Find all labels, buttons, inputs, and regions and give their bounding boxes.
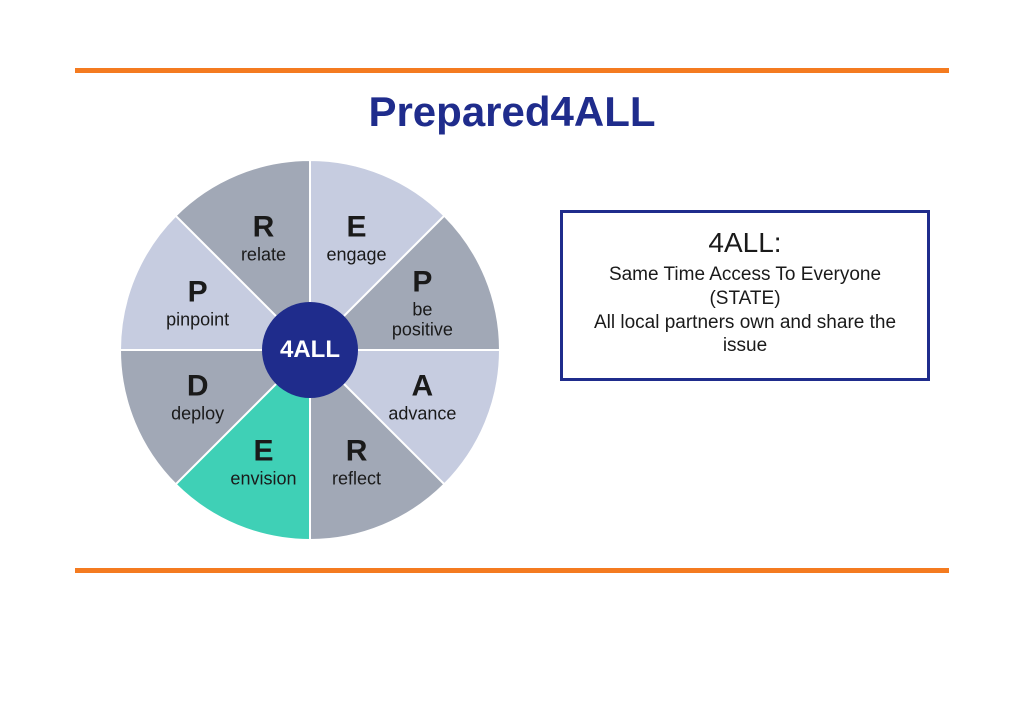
callout-line-1: Same Time Access To Everyone (STATE) [581, 263, 909, 311]
bottom-rule [75, 568, 949, 573]
callout-heading: 4ALL: [581, 227, 909, 259]
callout-box: 4ALL: Same Time Access To Everyone (STAT… [560, 210, 930, 381]
wheel-center-label: 4ALL [280, 336, 340, 364]
prepared-wheel: EengagePbe positiveAadvanceRreflectEenvi… [120, 160, 500, 540]
top-rule [75, 68, 949, 73]
page-title: Prepared4ALL [0, 88, 1024, 136]
page: Prepared4ALL EengagePbe positiveAadvance… [0, 0, 1024, 705]
callout-line-2: All local partners own and share the iss… [581, 311, 909, 359]
